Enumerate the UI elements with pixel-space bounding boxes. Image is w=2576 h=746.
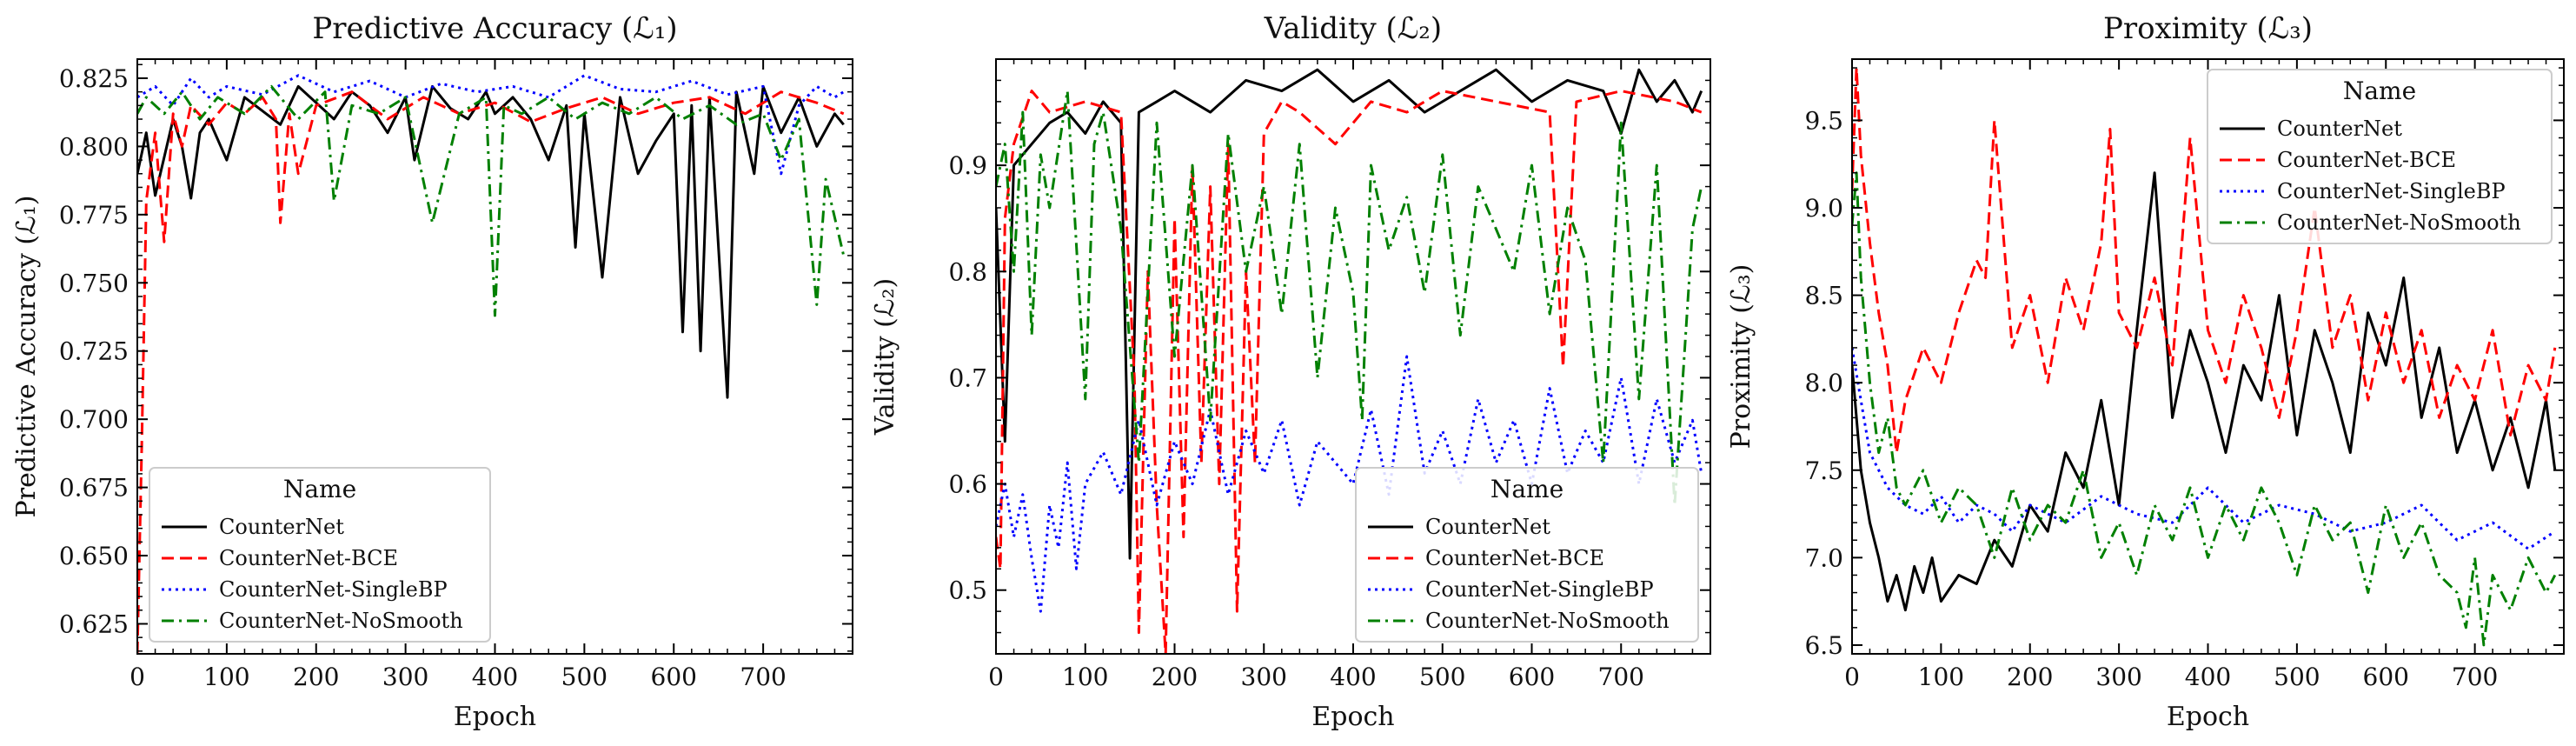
x-tick-label: 500 <box>561 663 607 691</box>
x-tick-label: 0 <box>129 663 145 691</box>
legend-box <box>1355 467 1699 643</box>
y-tick-label: 0.8 <box>948 257 987 286</box>
legend-title: Name <box>1490 475 1564 503</box>
chart-title: Validity (ℒ₂) <box>1264 11 1442 46</box>
x-tick-label: 0 <box>988 663 1004 691</box>
y-tick-label: 0.675 <box>59 474 129 503</box>
series-group <box>137 74 846 654</box>
legend-title: Name <box>2343 77 2416 105</box>
y-tick-label: 7.5 <box>1804 456 1843 485</box>
legend: Name CounterNet CounterNet-BCE CounterNet-S… <box>2207 69 2553 244</box>
x-tick-label: 400 <box>472 663 518 691</box>
series-line-3 <box>1852 347 2556 550</box>
y-tick-label: 9.0 <box>1804 194 1843 223</box>
y-axis-label: Predictive Accuracy (ℒ₁) <box>11 196 42 518</box>
x-axis-label: Epoch <box>454 702 536 732</box>
series-line-4 <box>996 90 1703 507</box>
series-group <box>996 68 1703 654</box>
x-axis-label: Epoch <box>2167 702 2249 732</box>
legend-label: CounterNet <box>219 515 344 539</box>
legend-label: CounterNet-BCE <box>1425 546 1604 570</box>
y-tick-label: 6.5 <box>1804 631 1843 660</box>
legend: Name CounterNet CounterNet-BCE CounterNet-S… <box>1355 467 1699 643</box>
chart-title: Predictive Accuracy (ℒ₁) <box>312 11 677 46</box>
x-tick-label: 700 <box>2452 663 2498 691</box>
x-tick-label: 200 <box>2007 663 2053 691</box>
legend-label: CounterNet-SingleBP <box>1425 577 1654 602</box>
legend-title: Name <box>283 475 356 503</box>
x-tick-label: 400 <box>1330 663 1376 691</box>
x-tick-label: 500 <box>2274 663 2320 691</box>
chart-title: Proximity (ℒ₃) <box>2103 11 2313 46</box>
legend-label: CounterNet-SingleBP <box>219 577 448 602</box>
legend-label: CounterNet <box>2277 117 2402 141</box>
legend-label: CounterNet-NoSmooth <box>2277 210 2521 235</box>
x-tick-label: 0 <box>1844 663 1860 691</box>
y-tick-label: 0.825 <box>59 64 129 93</box>
x-tick-label: 700 <box>740 663 786 691</box>
x-tick-label: 600 <box>2363 663 2409 691</box>
series-line-2 <box>1852 66 2557 455</box>
chart-panel-1: 0 100 200 300 400 500 600 700 0.625 0.650 0.675 0.7… <box>11 11 853 732</box>
x-tick-label: 600 <box>1509 663 1555 691</box>
series-line-4 <box>1852 171 2557 647</box>
y-axis-label: Proximity (ℒ₃) <box>1726 264 1756 450</box>
x-tick-label: 200 <box>1152 663 1198 691</box>
chart-panel-3: 0 100 200 300 400 500 600 700 6.5 7.0 7.5 8.0 8.5 9.0… <box>1726 11 2565 732</box>
legend-label: CounterNet-BCE <box>2277 148 2456 172</box>
x-tick-label: 200 <box>293 663 339 691</box>
x-tick-label: 100 <box>203 663 249 691</box>
y-tick-label: 8.5 <box>1804 282 1843 310</box>
y-tick-label: 0.775 <box>59 201 129 230</box>
y-tick-label: 9.5 <box>1804 106 1843 135</box>
x-tick-label: 500 <box>1419 663 1465 691</box>
series-line-3 <box>996 355 1703 613</box>
x-tick-label: 700 <box>1598 663 1644 691</box>
x-tick-label: 300 <box>1241 663 1287 691</box>
legend-label: CounterNet-NoSmooth <box>219 609 463 633</box>
series-line-4 <box>137 84 846 317</box>
legend-label: CounterNet-NoSmooth <box>1425 609 1670 633</box>
y-tick-label: 0.625 <box>59 609 129 638</box>
series-line-2 <box>996 90 1703 654</box>
x-tick-label: 100 <box>1062 663 1108 691</box>
legend-box <box>149 467 491 643</box>
y-axis-label: Validity (ℒ₂) <box>870 278 900 436</box>
series-group <box>1852 66 2557 647</box>
y-tick-label: 8.0 <box>1804 369 1843 397</box>
x-tick-label: 300 <box>382 663 428 691</box>
y-tick-label: 0.7 <box>948 363 987 392</box>
x-tick-label: 300 <box>2095 663 2141 691</box>
series-line-1 <box>1852 171 2557 612</box>
y-tick-label: 0.9 <box>948 151 987 180</box>
series-line-2 <box>137 90 845 654</box>
legend-box <box>2207 69 2553 244</box>
y-tick-label: 0.6 <box>948 470 987 499</box>
y-tick-label: 0.650 <box>59 542 129 570</box>
y-tick-label: 0.800 <box>59 132 129 161</box>
legend-label: CounterNet <box>1425 515 1550 539</box>
legend-label: CounterNet-BCE <box>219 546 398 570</box>
y-tick-label: 0.700 <box>59 405 129 434</box>
y-tick-label: 0.725 <box>59 337 129 366</box>
y-tick-label: 0.5 <box>948 576 987 605</box>
chart-panel-2: 0 100 200 300 400 500 600 700 0.5 0.6 0.7 0.8 0.9 Val… <box>870 11 1711 732</box>
legend: Name CounterNet CounterNet-BCE CounterNet-S… <box>149 467 491 643</box>
x-tick-label: 100 <box>1918 663 1964 691</box>
x-tick-label: 400 <box>2185 663 2231 691</box>
x-tick-label: 600 <box>651 663 697 691</box>
y-tick-label: 7.0 <box>1804 543 1843 572</box>
legend-label: CounterNet-SingleBP <box>2277 179 2506 203</box>
x-axis-label: Epoch <box>1311 702 1394 732</box>
y-tick-label: 0.750 <box>59 269 129 297</box>
